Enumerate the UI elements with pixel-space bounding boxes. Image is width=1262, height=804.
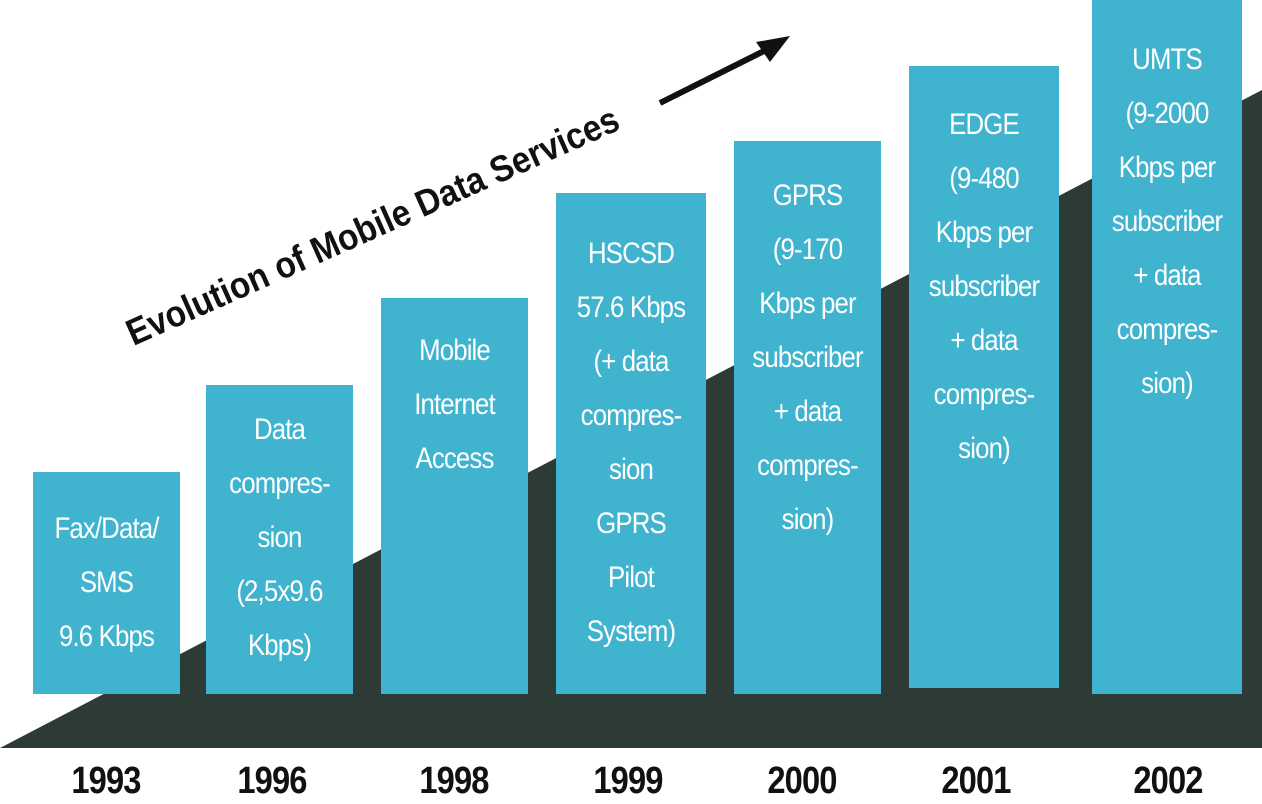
stage-label: HSCSD 57.6 Kbps (+ data compres- sion GP…: [576, 237, 686, 648]
year-label-1998: 1998: [419, 760, 489, 802]
stage-bar-1993: Fax/Data/ SMS 9.6 Kbps: [33, 472, 180, 694]
stage-bar-1996: Data compres- sion (2,5x9.6 Kbps): [206, 385, 353, 694]
title-arrow: [658, 36, 790, 106]
year-label-2002: 2002: [1133, 760, 1203, 802]
year-label-2001: 2001: [941, 760, 1011, 802]
year-label-1993: 1993: [71, 760, 141, 802]
stage-label: Mobile Internet Access: [414, 334, 495, 475]
stage-label: Data compres- sion (2,5x9.6 Kbps): [229, 413, 331, 662]
year-label-1999: 1999: [593, 760, 663, 802]
stage-label: UMTS (9-2000 Kbps per subscriber + data …: [1111, 43, 1223, 400]
stage-bar-2001: EDGE (9-480 Kbps per subscriber + data c…: [909, 66, 1059, 688]
stage-label: Fax/Data/ SMS 9.6 Kbps: [54, 512, 159, 653]
year-label-1996: 1996: [237, 760, 307, 802]
stage-bar-1998: Mobile Internet Access: [381, 298, 528, 694]
stage-bar-1999: HSCSD 57.6 Kbps (+ data compres- sion GP…: [556, 193, 706, 694]
year-label-2000: 2000: [767, 760, 837, 802]
stage-label: GPRS (9-170 Kbps per subscriber + data c…: [752, 179, 863, 536]
stage-label: EDGE (9-480 Kbps per subscriber + data c…: [928, 108, 1040, 465]
stage-bar-2002: UMTS (9-2000 Kbps per subscriber + data …: [1092, 0, 1242, 694]
stage-bar-2000: GPRS (9-170 Kbps per subscriber + data c…: [734, 141, 881, 694]
